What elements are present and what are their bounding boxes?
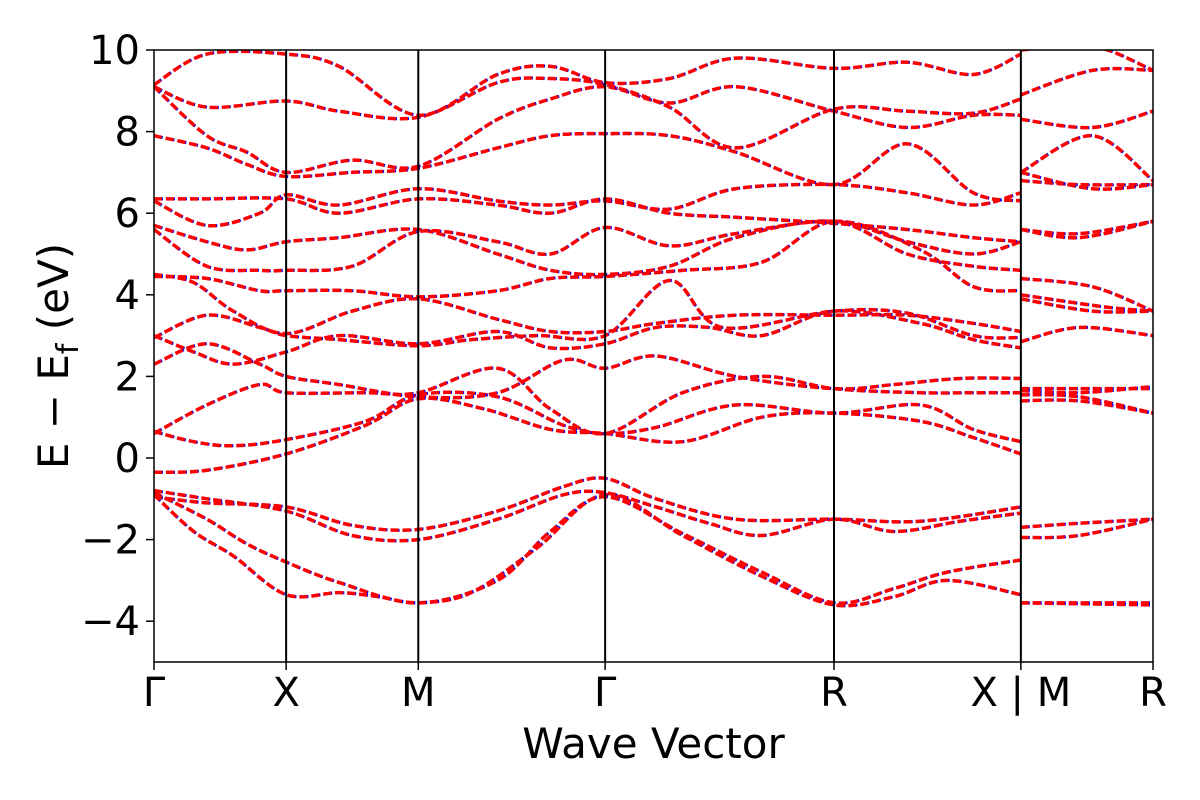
- y-tick-label: −2: [81, 518, 140, 564]
- band-5-seg-0-red-dashed: [154, 390, 1022, 448]
- band-15-seg-0-red-dashed: [154, 182, 1022, 228]
- band-18-seg-0-red-dashed: [154, 76, 1022, 150]
- band-2-seg-0-red-dashed: [154, 488, 1022, 543]
- band-8-seg-1-red-dashed: [1020, 325, 1153, 344]
- y-tick-label: 2: [115, 354, 140, 400]
- x-tick-label: X: [272, 670, 299, 716]
- band-2-seg-0-blue-dotted: [154, 489, 1022, 543]
- band-7-seg-0-red-dashed: [154, 342, 1021, 400]
- k-point-lines: [285, 50, 1022, 662]
- x-tick-label: Γ: [594, 670, 617, 716]
- band-19-seg-1-blue-dotted: [1020, 50, 1153, 72]
- band-16-seg-1-red-dashed: [1020, 133, 1153, 182]
- y-axis-label-subscript: f: [51, 342, 86, 354]
- band-14-seg-0-blue-dotted: [154, 196, 1021, 244]
- band-5-seg-1-red-dashed: [1020, 392, 1153, 415]
- band-18-seg-1-red-dashed: [1020, 66, 1153, 97]
- band-6-seg-0-blue-dotted: [154, 366, 1021, 436]
- band-1-seg-0-blue-dotted: [154, 491, 1022, 605]
- plot-frame: [153, 49, 1154, 663]
- band-17-seg-1-red-dashed: [1020, 109, 1153, 130]
- y-tick-label: 10: [89, 28, 140, 74]
- band-5-seg-0-blue-dotted: [154, 390, 1022, 448]
- y-axis-label-main: E − E: [29, 354, 78, 469]
- x-axis-ticks: Γ X M Γ R X | M R: [143, 662, 1167, 716]
- x-tick-label: R: [820, 670, 848, 716]
- band-4-seg-1-red-dashed: [1020, 398, 1153, 415]
- band-11-seg-1-red-dashed: [1020, 276, 1153, 313]
- band-19-seg-0-blue-dotted: [154, 50, 1022, 117]
- y-tick-label: 0: [115, 436, 140, 482]
- x-tick-label: M: [401, 670, 436, 716]
- band-17-seg-0-red-dashed: [154, 84, 1021, 175]
- band-13-seg-1-red-dashed: [1020, 219, 1153, 236]
- x-axis-label: Wave Vector: [522, 719, 785, 768]
- band-13-seg-0-red-dashed: [154, 219, 1022, 273]
- band-15-seg-1-red-dashed: [1020, 170, 1153, 191]
- band-4-seg-0-blue-dotted: [154, 396, 1022, 474]
- band-6-seg-1-red-dashed: [1020, 384, 1153, 395]
- band-18-seg-1-blue-dotted: [1020, 67, 1153, 97]
- band-3-seg-1-red-dashed: [1020, 517, 1153, 530]
- y-tick-label: 4: [115, 273, 140, 319]
- x-tick-label: R: [1139, 670, 1167, 716]
- y-tick-label: 8: [115, 110, 140, 156]
- band-19-seg-0-red-dashed: [154, 50, 1022, 118]
- bands-layer: [154, 50, 1153, 608]
- band-8-seg-0-red-dashed: [154, 309, 1022, 366]
- band-12-seg-0-red-dashed: [154, 219, 1022, 277]
- band-1-seg-0-red-dashed: [154, 491, 1022, 605]
- band-3-seg-0-red-dashed: [154, 476, 1022, 533]
- y-tick-label: 6: [115, 191, 140, 237]
- y-axis-label: E − Ef (eV): [29, 243, 86, 469]
- band-7-seg-0-blue-dotted: [154, 342, 1021, 400]
- x-tick-label: Γ: [143, 670, 166, 716]
- band-3-seg-0-blue-dotted: [154, 476, 1022, 532]
- band-6-seg-0-red-dashed: [154, 366, 1021, 436]
- band-10-seg-1-red-dashed: [1020, 293, 1153, 313]
- y-axis-label-unit: (eV): [29, 243, 78, 344]
- band-10-seg-0-red-dashed: [154, 272, 1022, 336]
- band-2-seg-1-red-dashed: [1020, 517, 1153, 540]
- y-axis-ticks: 10 8 6 4 2 0 −2 −4: [81, 28, 154, 645]
- y-tick-label: −4: [81, 599, 140, 645]
- x-tick-label: X | M: [970, 670, 1071, 716]
- band-14-seg-1-red-dashed: [1020, 178, 1153, 187]
- band-9-seg-1-red-dashed: [1020, 297, 1153, 314]
- band-8-seg-1-blue-dotted: [1020, 325, 1153, 344]
- band-19-seg-1-red-dashed: [1020, 50, 1153, 73]
- band-4-seg-0-red-dashed: [154, 396, 1022, 475]
- band-10-seg-0-blue-dotted: [154, 272, 1022, 336]
